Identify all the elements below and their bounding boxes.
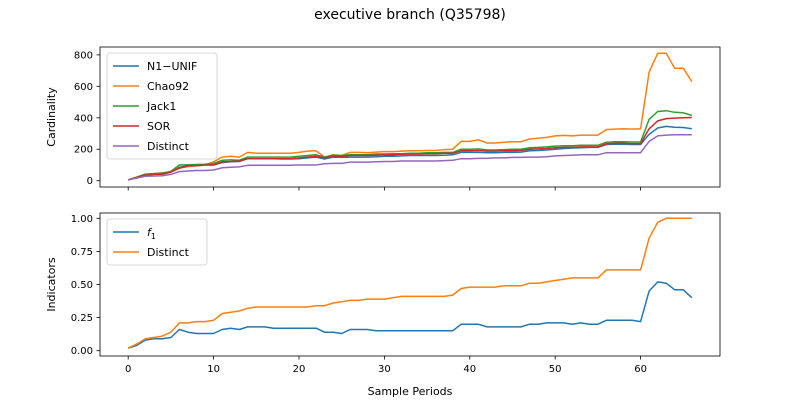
cardinality-y-tick-label: 800 xyxy=(74,50,93,61)
cardinality-y-tick-label: 0 xyxy=(87,176,93,187)
indicators-y-tick-label: 1.00 xyxy=(71,214,93,225)
figure-title: executive branch (Q35798) xyxy=(314,7,506,23)
cardinality-legend-label-1: N1−UNIF xyxy=(147,60,197,73)
indicators-y-tick-label: 0.75 xyxy=(71,247,93,258)
cardinality-legend-label-4: SOR xyxy=(147,120,171,133)
indicators-x-tick-label: 60 xyxy=(634,364,647,375)
indicators-series-line-2 xyxy=(127,217,692,349)
indicators-subplot: 0.00 0.25 0.50 0.75 1.00 0 10 20 30 40 50 60 Indicat… xyxy=(45,212,721,398)
indicators-legend-label-1: f1 xyxy=(147,226,156,241)
indicators-legend-box xyxy=(106,218,208,266)
indicators-y-tick-label: 0.00 xyxy=(71,346,93,357)
cardinality-series-line-2 xyxy=(127,52,693,181)
cardinality-y-tick-label: 200 xyxy=(74,145,93,156)
indicators-x-tick-label: 20 xyxy=(293,364,306,375)
cardinality-series-line-4 xyxy=(128,116,692,181)
cardinality-legend-label-3: Jack1 xyxy=(146,100,176,113)
cardinality-subplot: 0 200 400 600 800 Cardinality N1−UNIF Chao92 Jac… xyxy=(45,46,721,191)
cardinality-y-tick-label: 600 xyxy=(74,82,93,93)
indicators-legend-label-2: Distinct xyxy=(147,246,190,259)
cardinality-series-line-3 xyxy=(127,109,693,181)
indicators-x-axis-label: Sample Periods xyxy=(368,385,453,398)
indicators-legend-label-subscript: 1 xyxy=(151,232,156,241)
indicators-x-tick-label: 10 xyxy=(207,364,220,375)
indicators-x-tick-label: 0 xyxy=(125,364,131,375)
indicators-y-axis-label: Indicators xyxy=(45,257,58,312)
indicators-x-tick-label: 40 xyxy=(463,364,476,375)
indicators-y-tick-label: 0.25 xyxy=(71,313,93,324)
indicators-y-tick-label: 0.50 xyxy=(71,280,93,291)
cardinality-legend-box xyxy=(106,52,218,160)
cardinality-series-line-5 xyxy=(128,134,692,181)
cardinality-legend-label-2: Chao92 xyxy=(147,80,189,93)
indicators-series-line-1 xyxy=(127,281,693,349)
indicators-x-tick-label: 30 xyxy=(378,364,391,375)
cardinality-y-tick-label: 400 xyxy=(74,113,93,124)
cardinality-y-axis-label: Cardinality xyxy=(45,87,58,147)
cardinality-legend-label-5: Distinct xyxy=(147,140,190,153)
cardinality-axes-frame xyxy=(99,46,721,188)
indicators-x-tick-label: 50 xyxy=(549,364,562,375)
